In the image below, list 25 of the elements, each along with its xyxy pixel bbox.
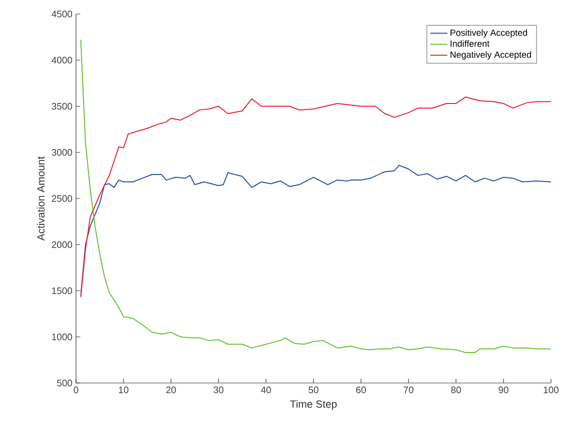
x-tick-label: 100 (544, 386, 559, 394)
x-tick-label: 70 (404, 386, 414, 394)
y-axis-title: Activation Amount (36, 156, 45, 241)
x-tick-label: 80 (451, 386, 461, 394)
y-tick-label: 1500 (52, 287, 72, 294)
legend-label: Positively Accepted (450, 29, 527, 38)
legend-label: Negatively Accepted (450, 51, 531, 60)
x-tick-label: 90 (498, 386, 508, 394)
y-tick-label: 4500 (52, 10, 72, 18)
legend-label: Indifferent (450, 40, 490, 47)
y-tick-label: 2000 (52, 241, 72, 248)
x-tick-label: 0 (74, 386, 78, 394)
y-tick-label: 3000 (52, 149, 72, 156)
y-tick-label: 3500 (52, 102, 72, 110)
x-tick-label: 30 (214, 386, 224, 394)
y-tick-label: 4000 (52, 56, 72, 64)
x-tick-label: 50 (308, 386, 318, 394)
y-tick-label: 500 (57, 380, 72, 386)
x-tick-label: 20 (166, 386, 176, 394)
x-tick-label: 60 (356, 386, 366, 394)
x-tick-label: 40 (260, 386, 271, 394)
y-tick-label: 1000 (52, 334, 72, 340)
x-tick-label: 10 (118, 386, 128, 394)
x-axis-title: Time Step (290, 400, 337, 410)
y-tick-label: 2500 (52, 195, 72, 202)
